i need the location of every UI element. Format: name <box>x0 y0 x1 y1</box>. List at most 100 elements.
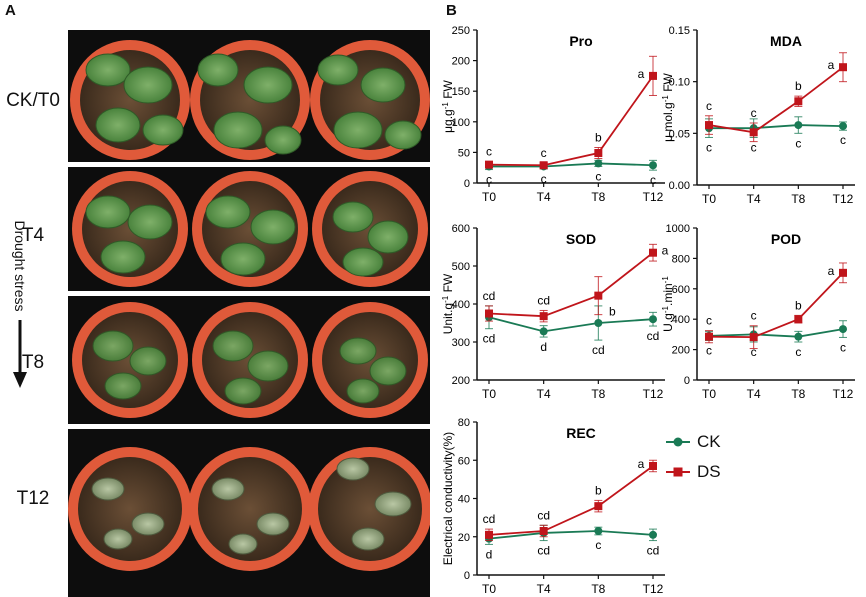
significance-label: cd <box>537 293 550 307</box>
series-line-ds <box>488 251 654 318</box>
data-point-ds <box>594 502 603 511</box>
x-tick-label: T8 <box>591 190 605 204</box>
data-point-ds <box>485 160 493 169</box>
data-point-ds <box>649 248 657 257</box>
significance-label: a <box>638 457 645 471</box>
significance-label: b <box>595 483 602 497</box>
data-point-ds <box>485 530 493 539</box>
significance-label: c <box>751 140 757 154</box>
photo-row-t0 <box>68 30 430 162</box>
data-point-ds <box>485 309 493 318</box>
x-tick-label: T12 <box>833 192 854 206</box>
y-tick-label: 250 <box>452 25 470 37</box>
x-tick-label: T8 <box>591 582 605 596</box>
potted-plants-image <box>70 40 430 160</box>
y-tick-label: 600 <box>452 223 470 235</box>
y-tick-label: 100 <box>452 117 470 129</box>
photo-row-t8 <box>68 296 430 424</box>
data-point-ds <box>539 527 548 536</box>
y-tick-label: 400 <box>672 314 690 326</box>
y-tick-label: 0 <box>464 178 470 190</box>
significance-label: c <box>541 172 547 186</box>
y-axis-label: μ mol.g-1 FW <box>661 72 676 141</box>
legend-ds-label: DS <box>697 462 721 481</box>
significance-label: a <box>828 58 835 72</box>
significance-label: cd <box>483 332 496 346</box>
significance-label: a <box>828 264 835 278</box>
legend-ck-marker <box>666 437 690 447</box>
series-line-ds <box>708 66 844 134</box>
legend <box>666 437 690 477</box>
data-point-ck <box>649 530 657 539</box>
significance-label: cd <box>483 289 496 303</box>
significance-label: c <box>751 309 757 323</box>
data-point-ds <box>749 333 758 342</box>
row-label-t12: T12 <box>16 488 50 509</box>
plant-photo-panel <box>68 30 430 597</box>
row-label-t4: T4 <box>21 225 45 246</box>
x-tick-label: T8 <box>591 387 605 401</box>
significance-label: cd <box>483 512 496 526</box>
y-tick-label: 400 <box>452 299 470 311</box>
data-point-ck <box>794 121 803 130</box>
y-tick-label: 150 <box>452 86 470 98</box>
significance-label: c <box>486 145 492 159</box>
chart-title: REC <box>566 425 596 441</box>
y-tick-label: 0.10 <box>669 77 690 89</box>
panel-a-letter: A <box>5 2 16 19</box>
chart-sod: 200 300 400 500 600 T0 T4 T8 T12 SOD Unit.g-1 FW cd… <box>441 223 669 401</box>
y-tick-label: 20 <box>458 532 470 544</box>
x-tick-label: T4 <box>537 582 551 596</box>
significance-label: c <box>795 345 801 359</box>
row-label-t0: CK/T0 <box>6 90 60 111</box>
x-tick-label: T4 <box>747 192 761 206</box>
significance-label: a <box>638 67 645 81</box>
y-tick-label: 1000 <box>666 223 690 235</box>
y-tick-label: 300 <box>452 337 470 349</box>
y-tick-label: 600 <box>672 284 690 296</box>
data-point-ds <box>794 315 803 324</box>
significance-label: d <box>486 547 493 561</box>
x-tick-label: T0 <box>482 387 496 401</box>
significance-label: b <box>795 79 802 93</box>
significance-label: cd <box>647 329 660 343</box>
y-axis-label: U.g-1.min-1 <box>661 276 676 332</box>
significance-label: cd <box>537 508 550 522</box>
significance-label: cd <box>537 544 550 558</box>
y-tick-label: 50 <box>458 147 470 159</box>
data-point-ck <box>649 161 657 170</box>
series-line-ck <box>708 328 844 338</box>
chart-mda: 0.00 0.05 0.10 0.15 T0 T4 T8 T12 MDA μ mol.g-1 FW… <box>661 25 855 206</box>
y-tick-label: 0.00 <box>669 180 690 192</box>
y-axis-label: Unit.g-1 FW <box>441 273 456 334</box>
significance-label: c <box>751 106 757 120</box>
data-point-ck <box>594 159 603 168</box>
x-tick-label: T12 <box>643 387 664 401</box>
x-tick-label: T0 <box>482 190 496 204</box>
data-point-ds <box>594 149 603 158</box>
data-point-ck <box>594 527 603 536</box>
x-tick-label: T12 <box>643 582 664 596</box>
significance-label: cd <box>592 343 605 357</box>
significance-label: a <box>662 244 669 258</box>
significance-label: b <box>609 305 616 319</box>
significance-label: cd <box>647 544 660 558</box>
x-tick-label: T0 <box>702 192 716 206</box>
y-tick-label: 40 <box>458 494 470 506</box>
y-tick-label: 200 <box>452 56 470 68</box>
significance-label: d <box>540 340 547 354</box>
chart-title: Pro <box>569 33 592 49</box>
significance-label: c <box>840 133 846 147</box>
series-line-ck <box>488 530 654 540</box>
significance-label: c <box>595 538 601 552</box>
x-tick-label: T0 <box>702 387 716 401</box>
series-line-ds <box>488 75 654 167</box>
series-line-ck <box>489 162 654 168</box>
x-tick-label: T8 <box>791 387 805 401</box>
significance-label: c <box>840 340 846 354</box>
series-line-ck <box>488 316 654 333</box>
y-axis-label: Electrical conductivity(%) <box>441 432 455 565</box>
y-tick-label: 200 <box>452 375 470 387</box>
y-tick-label: 0.15 <box>669 25 690 37</box>
data-point-ds <box>539 312 548 321</box>
